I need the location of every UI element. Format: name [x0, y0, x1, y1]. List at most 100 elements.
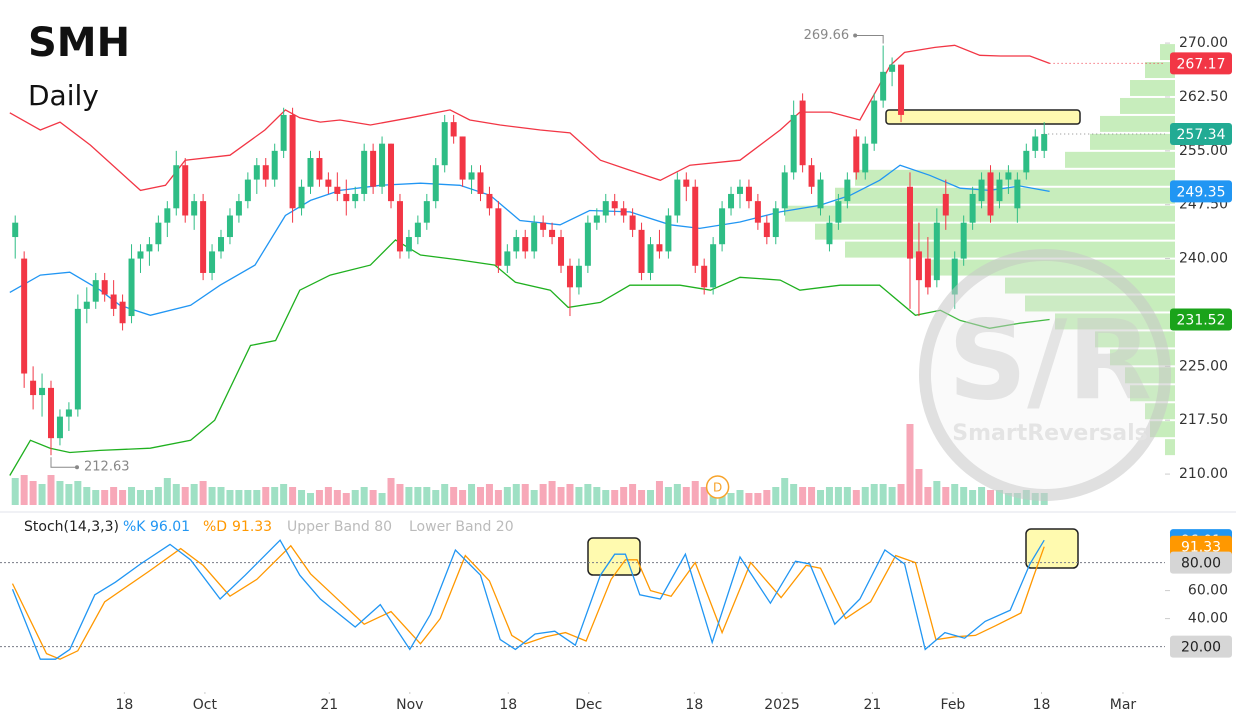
candle-body [173, 165, 180, 209]
y-tick-label: 255.00 [1179, 143, 1228, 159]
high-pointer [855, 35, 884, 44]
volume-profile-bar [835, 187, 1175, 204]
candle-body [522, 237, 529, 252]
volume-bar [727, 493, 735, 505]
volume-bar [772, 487, 780, 505]
candle-body [271, 150, 278, 180]
candle-body [12, 222, 19, 238]
volume-bar [450, 487, 458, 505]
candle-body [1041, 134, 1048, 151]
volume-profile-bar [785, 205, 1175, 222]
volume-profile-bar [1145, 62, 1175, 79]
volume-bar [754, 493, 762, 505]
volume-bar [262, 487, 270, 505]
candle-body [370, 150, 377, 187]
volume-bar [593, 487, 601, 505]
candle-body [200, 201, 207, 273]
candle-body [710, 244, 717, 288]
volume-bar [521, 484, 529, 505]
volume-bar [655, 481, 663, 505]
candle-body [1032, 136, 1039, 151]
y-tick-label: 210.00 [1179, 466, 1228, 482]
volume-bar [136, 490, 144, 505]
band-lower [9, 239, 1050, 476]
volume-bar [584, 484, 592, 505]
candle-body [540, 222, 547, 230]
volume-bar [763, 490, 771, 505]
candle-body [218, 237, 225, 252]
watermark-logo: S/R [948, 296, 1152, 424]
volume-profile-bar [1090, 133, 1175, 150]
highlight-box [1025, 528, 1079, 569]
candle-body [235, 201, 242, 216]
volume-bar [602, 490, 610, 505]
candle-body [692, 186, 699, 266]
volume-bar [11, 478, 19, 505]
volume-bar [271, 487, 279, 505]
candle-body [853, 136, 860, 173]
candle-body [835, 201, 842, 223]
volume-bar [700, 487, 708, 505]
x-tick-label: 21 [863, 697, 881, 713]
volume-bar [83, 487, 91, 505]
volume-bar [933, 481, 941, 505]
y-tick-label: 217.50 [1179, 412, 1228, 428]
stoch-upper-band-label: 80.00 [1181, 556, 1221, 572]
candle-body [396, 201, 403, 252]
volume-bar [969, 490, 977, 505]
candle-body [575, 265, 582, 288]
candle-body [191, 201, 198, 216]
candle-body [566, 265, 573, 288]
volume-bar [128, 487, 136, 505]
volume-bar [342, 493, 350, 505]
candle-body [48, 387, 55, 439]
y-tick-label: 270.00 [1179, 35, 1228, 51]
volume-bar [566, 484, 574, 505]
candle-body [253, 165, 260, 180]
volume-bar [92, 490, 100, 505]
low-dot [75, 465, 80, 470]
candle-body [361, 150, 368, 194]
candle-body [441, 122, 448, 166]
candle-body [1005, 172, 1012, 180]
event-marker [705, 475, 730, 499]
volume-bar [799, 487, 807, 505]
candle-body [772, 208, 779, 238]
volume-bar [960, 487, 968, 505]
watermark-ring [919, 249, 1171, 501]
x-tick-label: 18 [499, 697, 517, 713]
volume-bar [414, 487, 422, 505]
candle-body [74, 308, 81, 410]
lower-band-last: 231.52 [1177, 313, 1226, 329]
volume-bar [951, 484, 959, 505]
volume-bar [691, 481, 699, 505]
candle-body [155, 222, 162, 245]
candle-body [432, 165, 439, 202]
candle-body [307, 158, 314, 187]
volume-bar [557, 487, 565, 505]
volume-bar [190, 484, 198, 505]
chart-subtitle: Daily [28, 79, 99, 112]
candle-body [1023, 150, 1030, 173]
candle-body [110, 294, 117, 309]
volume-bar [351, 490, 359, 505]
volume-profile-bar [815, 223, 1175, 240]
volume-bar [110, 487, 118, 505]
lower-band-last-bg [1170, 308, 1232, 331]
candle-body [906, 186, 913, 259]
candle-body [584, 222, 591, 266]
candle-body [343, 193, 350, 202]
volume-bar [638, 490, 646, 505]
high-label: 269.66 [804, 28, 850, 43]
volume-bar [378, 493, 386, 505]
candle-body [862, 143, 869, 173]
volume-bar [995, 490, 1003, 505]
candle-body [701, 265, 708, 288]
candle-body [226, 215, 233, 238]
volume-bar [647, 490, 655, 505]
volume-bar [289, 487, 297, 505]
highlight-box [587, 537, 641, 576]
